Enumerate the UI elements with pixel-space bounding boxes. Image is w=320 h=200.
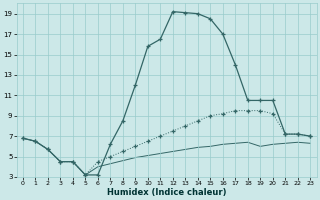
X-axis label: Humidex (Indice chaleur): Humidex (Indice chaleur) <box>107 188 226 197</box>
